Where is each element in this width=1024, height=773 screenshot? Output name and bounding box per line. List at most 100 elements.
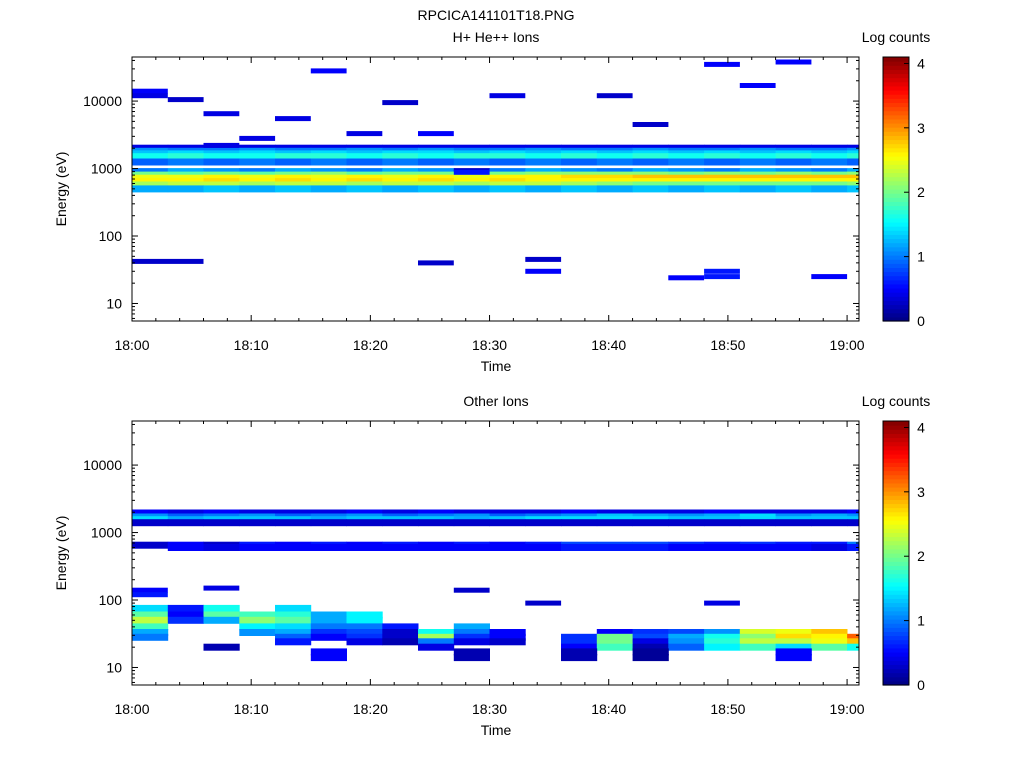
heatmap-cell xyxy=(167,185,204,193)
heatmap-cell xyxy=(418,643,455,651)
colorbar-step xyxy=(883,184,909,190)
axes: 18:00 18:10 18:20 18:30 18:40 18:50 19:00 10 100… xyxy=(83,421,865,717)
colorbar-step xyxy=(883,462,909,467)
colorbar-step xyxy=(883,474,909,480)
heatmap-cell xyxy=(203,544,240,551)
colorbar-step xyxy=(883,160,909,165)
colorbar-tick-label: 4 xyxy=(917,55,925,71)
heatmap-cell xyxy=(346,181,383,189)
heatmap-cell xyxy=(203,611,240,619)
colorbar-step xyxy=(883,81,909,87)
heatmap-cell xyxy=(668,633,705,641)
heatmap-cell xyxy=(525,158,562,166)
colorbar-step xyxy=(883,577,909,583)
heatmap-cell xyxy=(847,181,860,189)
x-tick-label: 18:00 xyxy=(114,337,149,353)
colorbar-step xyxy=(883,487,909,492)
heatmap-cell xyxy=(632,158,669,166)
heatmap-event xyxy=(418,131,454,137)
colorbar-frame xyxy=(882,56,910,322)
heatmap-cell xyxy=(239,616,276,624)
heatmap-cell xyxy=(847,633,860,641)
heatmap-cell xyxy=(382,633,419,641)
colorbar-step xyxy=(883,156,909,161)
heatmap-cell xyxy=(418,638,455,646)
colorbar-step xyxy=(883,85,909,91)
heatmap-cell xyxy=(275,509,312,517)
colorbar-step xyxy=(883,77,909,83)
colorbar-step xyxy=(883,263,909,268)
heatmap-event xyxy=(596,93,633,99)
heatmap-event xyxy=(704,600,740,606)
colorbar-step xyxy=(883,193,909,198)
colorbar-tick-label: 2 xyxy=(917,184,925,200)
colorbar-step xyxy=(883,627,909,632)
colorbar-step xyxy=(883,271,909,277)
panel-title: H+ He++ Ions xyxy=(453,29,540,45)
heatmap-cell xyxy=(739,544,776,551)
heatmap-event xyxy=(775,59,812,65)
heatmap-cell xyxy=(453,638,490,646)
colorbar-step xyxy=(883,544,909,550)
colorbar-step xyxy=(883,300,909,306)
heatmap-cell xyxy=(668,509,705,517)
heatmap-cell xyxy=(811,185,848,193)
heatmap-cell xyxy=(775,633,812,641)
heatmap-cell xyxy=(382,158,419,166)
colorbar-step xyxy=(883,437,909,443)
colorbar-step xyxy=(883,180,909,186)
heatmap-cell xyxy=(453,623,490,631)
heatmap-event xyxy=(704,274,740,280)
heatmap-event xyxy=(203,585,240,591)
colorbar-step xyxy=(883,246,909,252)
heatmap-cell xyxy=(632,633,669,641)
heatmap-cell xyxy=(239,185,276,193)
colorbar-step xyxy=(883,495,909,500)
heatmap-cell xyxy=(632,519,669,527)
heatmap-cell xyxy=(668,638,705,646)
heatmap-cell xyxy=(596,643,633,651)
colorbar-step xyxy=(883,90,909,95)
heatmap-cell xyxy=(310,623,347,631)
colorbar-step xyxy=(883,639,909,645)
heatmap-cell xyxy=(775,629,812,636)
heatmap-cell xyxy=(239,181,276,189)
y-axis-label: Energy (eV) xyxy=(53,152,69,227)
heatmap-cell xyxy=(739,185,776,193)
heatmap-cell xyxy=(203,604,240,612)
heatmap-cell xyxy=(167,611,204,619)
colorbar-step xyxy=(883,680,909,686)
panel-other-ions: Other Ions 18:00 18:10 18:20 18:30 18:40 18:5… xyxy=(53,393,930,738)
heatmap-cell xyxy=(382,623,419,631)
y-tick-label: 10 xyxy=(106,659,122,675)
heatmap-cell xyxy=(239,629,276,636)
heatmap-cell xyxy=(525,519,562,527)
heatmap-cell xyxy=(704,509,741,517)
heatmap-cell xyxy=(811,544,848,551)
colorbar-step xyxy=(883,222,909,227)
colorbar-step xyxy=(883,623,909,628)
heatmap-cell xyxy=(775,519,812,527)
heatmap-cell xyxy=(561,643,598,651)
heatmap-cell xyxy=(310,629,347,636)
colorbar-step xyxy=(883,606,909,612)
heatmap-cell xyxy=(561,648,598,656)
heatmap-cell xyxy=(704,519,741,527)
y-tick-label: 10000 xyxy=(83,93,122,109)
heatmap-cell xyxy=(489,509,526,517)
colorbar-step xyxy=(883,118,909,124)
heatmap-event xyxy=(203,142,240,148)
heatmap-cell xyxy=(346,509,383,517)
heatmap-cell xyxy=(668,185,705,193)
colorbar-step xyxy=(883,610,909,616)
heatmap-cell xyxy=(632,181,669,189)
colorbar-step xyxy=(883,234,909,240)
heatmap-cell xyxy=(453,509,490,517)
heatmap-cell xyxy=(453,654,490,662)
heatmap-cell xyxy=(775,185,812,193)
heatmap-cell xyxy=(418,158,455,166)
colorbar-tick-label: 2 xyxy=(917,548,925,564)
x-tick-label: 18:20 xyxy=(353,701,388,717)
colorbar-step xyxy=(883,594,909,599)
heatmap-cell xyxy=(132,623,169,631)
